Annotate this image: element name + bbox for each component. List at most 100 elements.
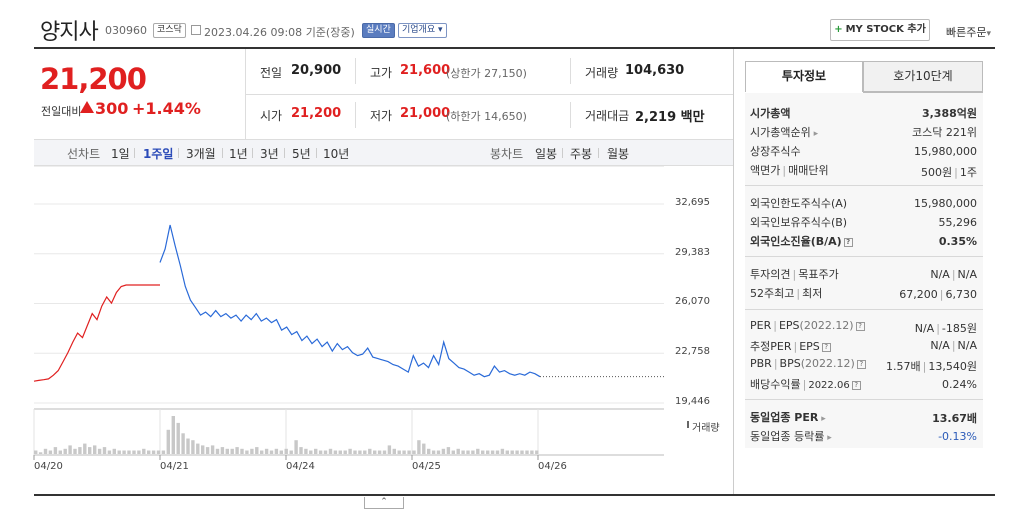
mcap-rank-label[interactable]: 시가총액순위 ▸ bbox=[750, 124, 818, 140]
range52-label: 52주최고 | 최저 bbox=[750, 287, 823, 300]
per-value: N/A bbox=[914, 322, 935, 335]
period-1y[interactable]: 1년 bbox=[229, 147, 248, 161]
change-label: 전일대비 bbox=[41, 105, 82, 118]
foreign-limit-label: 외국인한도주식수(A) bbox=[750, 197, 848, 210]
bps-label: BPS bbox=[779, 357, 801, 370]
par-unit-label: 액면가 | 매매단위 bbox=[750, 164, 829, 177]
help-icon[interactable]: ? bbox=[856, 359, 866, 369]
high-value: 21,600 bbox=[400, 63, 451, 78]
amount-value: 2,219 백만 bbox=[635, 106, 705, 125]
quick-order-dropdown[interactable]: 빠른주문▾ bbox=[946, 24, 991, 40]
period-1w[interactable]: 1주일 bbox=[143, 147, 174, 161]
y-tick-label: 22,758 bbox=[675, 346, 710, 357]
volume-bar bbox=[48, 450, 53, 454]
tab-investment-info[interactable]: 투자정보 bbox=[745, 61, 863, 92]
per-eps-label: PER | EPS(2022.12)? bbox=[750, 319, 865, 332]
per-year: (2022.12) bbox=[799, 319, 854, 332]
volume-bar bbox=[490, 450, 495, 454]
collapse-chevron-up-icon[interactable]: ⌃ bbox=[364, 497, 404, 509]
open-value: 21,200 bbox=[291, 106, 342, 121]
foreign-hold-label: 외국인보유주식수(B) bbox=[750, 216, 848, 229]
volume-bar bbox=[142, 448, 146, 454]
foreign-limit-value: 15,980,000 bbox=[914, 197, 977, 210]
bottom-divider bbox=[34, 494, 995, 496]
sector-change-label[interactable]: 동일업종 등락률 ▸ bbox=[750, 428, 832, 444]
help-icon[interactable]: ? bbox=[821, 342, 831, 352]
target-label: 목표주가 bbox=[798, 268, 839, 281]
volume-bar bbox=[466, 450, 470, 454]
plus-icon: + bbox=[834, 24, 843, 35]
volume-bar bbox=[225, 448, 229, 454]
sector-per-label[interactable]: 동일업종 PER ▸ bbox=[750, 409, 826, 425]
volume-bar bbox=[137, 450, 141, 454]
volume-bar bbox=[368, 448, 372, 454]
pbr-value: 1.57배 bbox=[886, 360, 921, 373]
est-eps-value: N/A bbox=[957, 339, 977, 352]
volume-bar bbox=[78, 447, 82, 454]
volume-bar bbox=[289, 450, 293, 454]
volume-bar bbox=[284, 448, 288, 454]
volume-bar bbox=[230, 448, 234, 454]
tab-order-book[interactable]: 호가10단계 bbox=[863, 61, 983, 92]
period-10y[interactable]: 10년 bbox=[323, 147, 350, 161]
volume-bar bbox=[122, 450, 126, 454]
x-tick-label: 04/24 bbox=[286, 461, 315, 472]
volume-legend-marker bbox=[687, 421, 689, 428]
volume-bar bbox=[338, 450, 342, 454]
stock-code: 030960 bbox=[105, 24, 147, 37]
tab-baseline bbox=[863, 92, 983, 93]
candle-weekly[interactable]: 주봉 bbox=[570, 147, 593, 161]
chevron-right-icon: ▸ bbox=[818, 414, 826, 424]
prev-close-value: 20,900 bbox=[291, 63, 342, 78]
stats-row-divider bbox=[245, 94, 734, 95]
help-icon[interactable]: ? bbox=[855, 321, 865, 331]
panel-section-divider bbox=[745, 309, 983, 310]
add-my-stock-button[interactable]: + MY STOCK 추가 bbox=[830, 19, 930, 41]
period-5y[interactable]: 5년 bbox=[292, 147, 311, 161]
period-1d[interactable]: 1일 bbox=[111, 147, 130, 161]
header-divider bbox=[34, 47, 995, 49]
volume-bar bbox=[328, 448, 333, 454]
volume-bar bbox=[525, 450, 529, 454]
volume-bar bbox=[235, 447, 239, 454]
volume-bar bbox=[456, 448, 460, 454]
price-line-day1 bbox=[33, 284, 160, 382]
volume-bar bbox=[353, 450, 357, 454]
candle-daily[interactable]: 일봉 bbox=[535, 147, 558, 161]
calendar-icon bbox=[191, 25, 201, 35]
help-icon[interactable]: ? bbox=[851, 380, 861, 390]
par-unit-value: 500원 | 1주 bbox=[921, 166, 977, 179]
change-percent: +1.44% bbox=[132, 99, 201, 118]
company-info-dropdown[interactable]: 기업개요 ▾ bbox=[398, 23, 447, 38]
volume-bar bbox=[151, 450, 156, 454]
high52-label: 52주최고 bbox=[750, 287, 795, 300]
volume-bar bbox=[117, 450, 121, 454]
volume-bar bbox=[417, 440, 421, 454]
x-tick-label: 04/26 bbox=[538, 461, 567, 472]
volume-value: 104,630 bbox=[625, 63, 685, 78]
volume-bar bbox=[461, 450, 465, 454]
period-3m[interactable]: 3개월 bbox=[186, 147, 216, 161]
toolbar-separator bbox=[134, 148, 135, 158]
high52-value: 67,200 bbox=[899, 288, 938, 301]
period-3y[interactable]: 3년 bbox=[260, 147, 279, 161]
foreign-ratio-label: 외국인소진율(B/A)? bbox=[750, 233, 853, 249]
toolbar-separator bbox=[316, 148, 317, 158]
candle-monthly[interactable]: 월봉 bbox=[607, 147, 630, 161]
per-label: PER bbox=[750, 319, 772, 332]
volume-bar bbox=[93, 445, 97, 454]
volume-label: 거래량 bbox=[585, 66, 619, 80]
price-chart[interactable] bbox=[0, 0, 734, 494]
volume-bar bbox=[476, 448, 480, 454]
volume-bar bbox=[451, 450, 455, 454]
volume-bar bbox=[299, 447, 303, 454]
datetime-basis: 기준(장중) bbox=[305, 26, 355, 39]
panel-section-divider bbox=[745, 399, 983, 400]
help-icon[interactable]: ? bbox=[843, 237, 853, 247]
volume-bar bbox=[441, 448, 446, 454]
volume-bar bbox=[132, 450, 136, 454]
realtime-badge: 실시간 bbox=[362, 23, 395, 38]
amount-unit: 백만 bbox=[680, 110, 705, 125]
opinion-target-label: 투자의견 | 목표주가 bbox=[750, 268, 839, 281]
target-value: N/A bbox=[957, 268, 977, 281]
